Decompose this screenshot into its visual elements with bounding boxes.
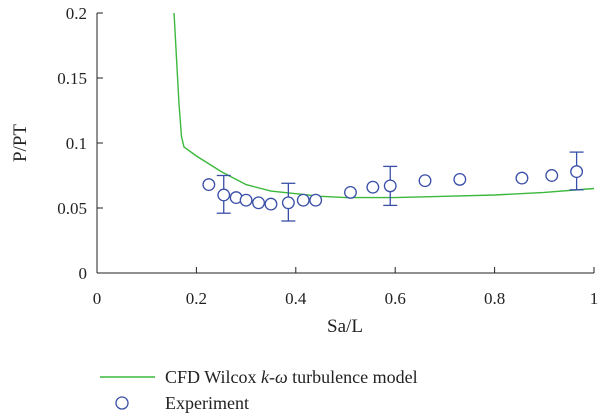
x-tick-label: 0.4 <box>285 289 307 308</box>
experiment-point <box>296 193 310 207</box>
experiment-point <box>344 185 357 199</box>
legend-experiment-swatch <box>115 396 129 410</box>
experiment-point <box>383 179 397 193</box>
x-axis-label: Sa/L <box>327 316 363 337</box>
experiment-point <box>366 180 380 194</box>
experiment-point <box>264 197 278 211</box>
x-tick-label: 0.6 <box>385 289 406 308</box>
experiment-point <box>281 196 295 210</box>
y-tick-label: 0.2 <box>66 4 87 23</box>
legend: CFD Wilcox k-ω turbulence model Experime… <box>100 367 418 413</box>
legend-cfd-label: CFD Wilcox k-ω turbulence model <box>165 367 418 387</box>
experiment-point <box>545 169 559 182</box>
x-tick-label: 1 <box>590 289 599 308</box>
experiment-point <box>252 196 265 210</box>
experiment-point <box>309 193 323 207</box>
y-axis-ticks: 0 0.05 0.1 0.15 0.2 <box>57 4 103 283</box>
x-axis-ticks: 0 0.2 0.4 0.6 0.8 1 <box>93 267 599 308</box>
y-tick-label: 0.05 <box>57 199 87 218</box>
y-tick-label: 0.1 <box>66 134 87 153</box>
experiment-point <box>418 174 432 188</box>
plot-area <box>173 12 595 222</box>
x-tick-label: 0 <box>93 289 102 308</box>
experiment-points <box>202 165 584 211</box>
y-tick-label: 0 <box>79 264 88 283</box>
y-tick-label: 0.15 <box>57 69 87 88</box>
x-tick-label: 0.8 <box>484 289 505 308</box>
legend-experiment-label: Experiment <box>165 393 249 413</box>
experiment-point <box>515 171 529 185</box>
experiment-point <box>217 188 231 202</box>
experiment-point <box>570 165 584 179</box>
cfd-series-line <box>173 12 595 199</box>
x-tick-label: 0.2 <box>186 289 207 308</box>
experiment-point <box>453 172 467 186</box>
experiment-point <box>202 178 216 192</box>
experiment-point <box>239 193 253 207</box>
y-axis-label: P/PT <box>10 124 31 162</box>
